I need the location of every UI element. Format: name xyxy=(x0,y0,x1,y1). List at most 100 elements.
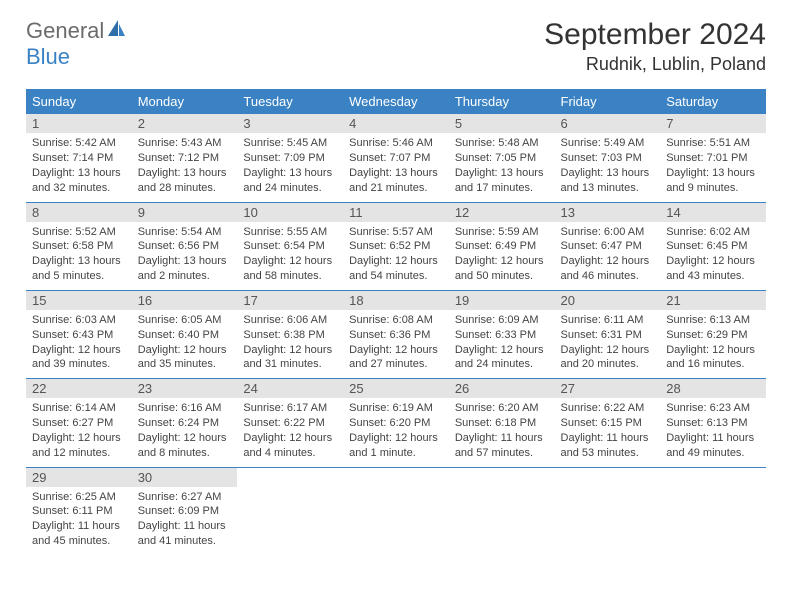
day-body: Sunrise: 6:08 AMSunset: 6:36 PMDaylight:… xyxy=(343,310,449,378)
week-row: 1Sunrise: 5:42 AMSunset: 7:14 PMDaylight… xyxy=(26,114,766,202)
daylight-line: Daylight: 11 hours and 49 minutes. xyxy=(666,431,760,461)
daylight-line: Daylight: 12 hours and 31 minutes. xyxy=(243,343,337,373)
day-cell: 24Sunrise: 6:17 AMSunset: 6:22 PMDayligh… xyxy=(237,379,343,467)
day-body: Sunrise: 6:23 AMSunset: 6:13 PMDaylight:… xyxy=(660,398,766,466)
day-body: Sunrise: 6:09 AMSunset: 6:33 PMDaylight:… xyxy=(449,310,555,378)
day-body: Sunrise: 6:25 AMSunset: 6:11 PMDaylight:… xyxy=(26,487,132,555)
day-number: 2 xyxy=(132,114,238,133)
day-header-thursday: Thursday xyxy=(449,89,555,114)
sunrise-line: Sunrise: 6:22 AM xyxy=(561,401,655,416)
sunrise-line: Sunrise: 6:11 AM xyxy=(561,313,655,328)
daylight-line: Daylight: 12 hours and 12 minutes. xyxy=(32,431,126,461)
day-cell: 5Sunrise: 5:48 AMSunset: 7:05 PMDaylight… xyxy=(449,114,555,202)
sunrise-line: Sunrise: 5:43 AM xyxy=(138,136,232,151)
day-body: Sunrise: 5:46 AMSunset: 7:07 PMDaylight:… xyxy=(343,133,449,201)
day-cell: 14Sunrise: 6:02 AMSunset: 6:45 PMDayligh… xyxy=(660,202,766,290)
day-body: Sunrise: 5:43 AMSunset: 7:12 PMDaylight:… xyxy=(132,133,238,201)
day-number: 7 xyxy=(660,114,766,133)
brand-name: General Blue xyxy=(26,18,126,70)
week-row: 22Sunrise: 6:14 AMSunset: 6:27 PMDayligh… xyxy=(26,379,766,467)
daylight-line: Daylight: 11 hours and 45 minutes. xyxy=(32,519,126,549)
daylight-line: Daylight: 11 hours and 57 minutes. xyxy=(455,431,549,461)
day-number: 20 xyxy=(555,291,661,310)
day-cell xyxy=(660,467,766,555)
sunrise-line: Sunrise: 5:55 AM xyxy=(243,225,337,240)
sunset-line: Sunset: 6:49 PM xyxy=(455,239,549,254)
day-cell: 10Sunrise: 5:55 AMSunset: 6:54 PMDayligh… xyxy=(237,202,343,290)
sunrise-line: Sunrise: 5:48 AM xyxy=(455,136,549,151)
sunrise-line: Sunrise: 6:25 AM xyxy=(32,490,126,505)
day-number: 3 xyxy=(237,114,343,133)
day-cell: 26Sunrise: 6:20 AMSunset: 6:18 PMDayligh… xyxy=(449,379,555,467)
sunset-line: Sunset: 7:07 PM xyxy=(349,151,443,166)
day-cell: 30Sunrise: 6:27 AMSunset: 6:09 PMDayligh… xyxy=(132,467,238,555)
title-block: September 2024 Rudnik, Lublin, Poland xyxy=(544,18,766,75)
daylight-line: Daylight: 12 hours and 50 minutes. xyxy=(455,254,549,284)
day-cell: 27Sunrise: 6:22 AMSunset: 6:15 PMDayligh… xyxy=(555,379,661,467)
daylight-line: Daylight: 12 hours and 27 minutes. xyxy=(349,343,443,373)
day-cell: 4Sunrise: 5:46 AMSunset: 7:07 PMDaylight… xyxy=(343,114,449,202)
day-cell xyxy=(555,467,661,555)
sunset-line: Sunset: 6:36 PM xyxy=(349,328,443,343)
sunrise-line: Sunrise: 5:59 AM xyxy=(455,225,549,240)
sunrise-line: Sunrise: 6:17 AM xyxy=(243,401,337,416)
sunset-line: Sunset: 6:56 PM xyxy=(138,239,232,254)
day-body: Sunrise: 5:49 AMSunset: 7:03 PMDaylight:… xyxy=(555,133,661,201)
sunset-line: Sunset: 6:20 PM xyxy=(349,416,443,431)
day-cell: 29Sunrise: 6:25 AMSunset: 6:11 PMDayligh… xyxy=(26,467,132,555)
day-number: 29 xyxy=(26,468,132,487)
day-body: Sunrise: 5:52 AMSunset: 6:58 PMDaylight:… xyxy=(26,222,132,290)
sunset-line: Sunset: 7:09 PM xyxy=(243,151,337,166)
sunset-line: Sunset: 6:52 PM xyxy=(349,239,443,254)
week-row: 8Sunrise: 5:52 AMSunset: 6:58 PMDaylight… xyxy=(26,202,766,290)
day-cell: 28Sunrise: 6:23 AMSunset: 6:13 PMDayligh… xyxy=(660,379,766,467)
sunset-line: Sunset: 6:22 PM xyxy=(243,416,337,431)
daylight-line: Daylight: 12 hours and 39 minutes. xyxy=(32,343,126,373)
daylight-line: Daylight: 13 hours and 2 minutes. xyxy=(138,254,232,284)
sunrise-line: Sunrise: 6:06 AM xyxy=(243,313,337,328)
sunrise-line: Sunrise: 6:16 AM xyxy=(138,401,232,416)
day-cell: 1Sunrise: 5:42 AMSunset: 7:14 PMDaylight… xyxy=(26,114,132,202)
day-cell: 12Sunrise: 5:59 AMSunset: 6:49 PMDayligh… xyxy=(449,202,555,290)
day-body: Sunrise: 5:45 AMSunset: 7:09 PMDaylight:… xyxy=(237,133,343,201)
day-body: Sunrise: 6:05 AMSunset: 6:40 PMDaylight:… xyxy=(132,310,238,378)
day-number: 13 xyxy=(555,203,661,222)
day-body: Sunrise: 5:51 AMSunset: 7:01 PMDaylight:… xyxy=(660,133,766,201)
sunset-line: Sunset: 6:11 PM xyxy=(32,504,126,519)
sunrise-line: Sunrise: 5:49 AM xyxy=(561,136,655,151)
daylight-line: Daylight: 12 hours and 54 minutes. xyxy=(349,254,443,284)
day-cell: 2Sunrise: 5:43 AMSunset: 7:12 PMDaylight… xyxy=(132,114,238,202)
sunrise-line: Sunrise: 5:51 AM xyxy=(666,136,760,151)
sunset-line: Sunset: 6:45 PM xyxy=(666,239,760,254)
day-number: 4 xyxy=(343,114,449,133)
day-number: 21 xyxy=(660,291,766,310)
day-cell: 11Sunrise: 5:57 AMSunset: 6:52 PMDayligh… xyxy=(343,202,449,290)
day-cell xyxy=(343,467,449,555)
day-cell: 20Sunrise: 6:11 AMSunset: 6:31 PMDayligh… xyxy=(555,290,661,378)
sunset-line: Sunset: 6:33 PM xyxy=(455,328,549,343)
daylight-line: Daylight: 12 hours and 1 minute. xyxy=(349,431,443,461)
sunset-line: Sunset: 6:38 PM xyxy=(243,328,337,343)
day-cell: 13Sunrise: 6:00 AMSunset: 6:47 PMDayligh… xyxy=(555,202,661,290)
day-cell: 16Sunrise: 6:05 AMSunset: 6:40 PMDayligh… xyxy=(132,290,238,378)
day-body: Sunrise: 6:03 AMSunset: 6:43 PMDaylight:… xyxy=(26,310,132,378)
sunrise-line: Sunrise: 5:52 AM xyxy=(32,225,126,240)
sunrise-line: Sunrise: 6:13 AM xyxy=(666,313,760,328)
daylight-line: Daylight: 13 hours and 32 minutes. xyxy=(32,166,126,196)
day-cell xyxy=(237,467,343,555)
sunrise-line: Sunrise: 6:20 AM xyxy=(455,401,549,416)
sunset-line: Sunset: 6:47 PM xyxy=(561,239,655,254)
brand-part2: Blue xyxy=(26,44,70,69)
calendar-table: SundayMondayTuesdayWednesdayThursdayFrid… xyxy=(26,89,766,555)
sunrise-line: Sunrise: 6:14 AM xyxy=(32,401,126,416)
day-body: Sunrise: 5:59 AMSunset: 6:49 PMDaylight:… xyxy=(449,222,555,290)
day-number: 30 xyxy=(132,468,238,487)
day-body: Sunrise: 6:20 AMSunset: 6:18 PMDaylight:… xyxy=(449,398,555,466)
day-body: Sunrise: 6:27 AMSunset: 6:09 PMDaylight:… xyxy=(132,487,238,555)
day-cell: 19Sunrise: 6:09 AMSunset: 6:33 PMDayligh… xyxy=(449,290,555,378)
daylight-line: Daylight: 11 hours and 41 minutes. xyxy=(138,519,232,549)
sunset-line: Sunset: 6:18 PM xyxy=(455,416,549,431)
day-number: 22 xyxy=(26,379,132,398)
day-number: 1 xyxy=(26,114,132,133)
sunset-line: Sunset: 6:24 PM xyxy=(138,416,232,431)
